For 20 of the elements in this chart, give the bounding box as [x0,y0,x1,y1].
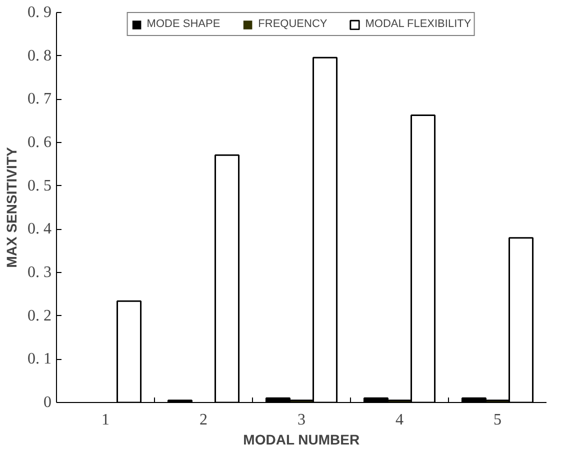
y-tick-label: 0 [44,394,52,411]
x-tick-label: 3 [298,412,306,428]
legend-label: MODAL FLEXIBILITY [365,17,472,32]
y-tick-label: 0. 2 [28,307,52,324]
x-tick-label: 1 [102,412,110,428]
y-tick-label: 0. 3 [28,264,52,281]
y-tick-label: 0. 1 [28,350,52,368]
y-tick-label: 0. 6 [28,134,52,151]
y-tick-label: 0. 4 [28,220,52,238]
y-tick-label: 0. 9 [28,4,52,21]
y-tick-label: 0. 8 [28,47,52,64]
legend-label: FREQUENCY [258,17,328,32]
x-tick-label: 2 [200,412,208,428]
y-axis-title: MAX SENSITIVITY [4,146,20,268]
x-tick-label: 5 [494,412,502,428]
x-tick-label: 4 [396,412,404,428]
x-axis-title: MODAL NUMBER [243,432,360,448]
y-tick-label: 0. 7 [28,90,52,108]
legend-label: MODE SHAPE [146,17,220,32]
y-tick-label: 0. 5 [28,177,52,194]
